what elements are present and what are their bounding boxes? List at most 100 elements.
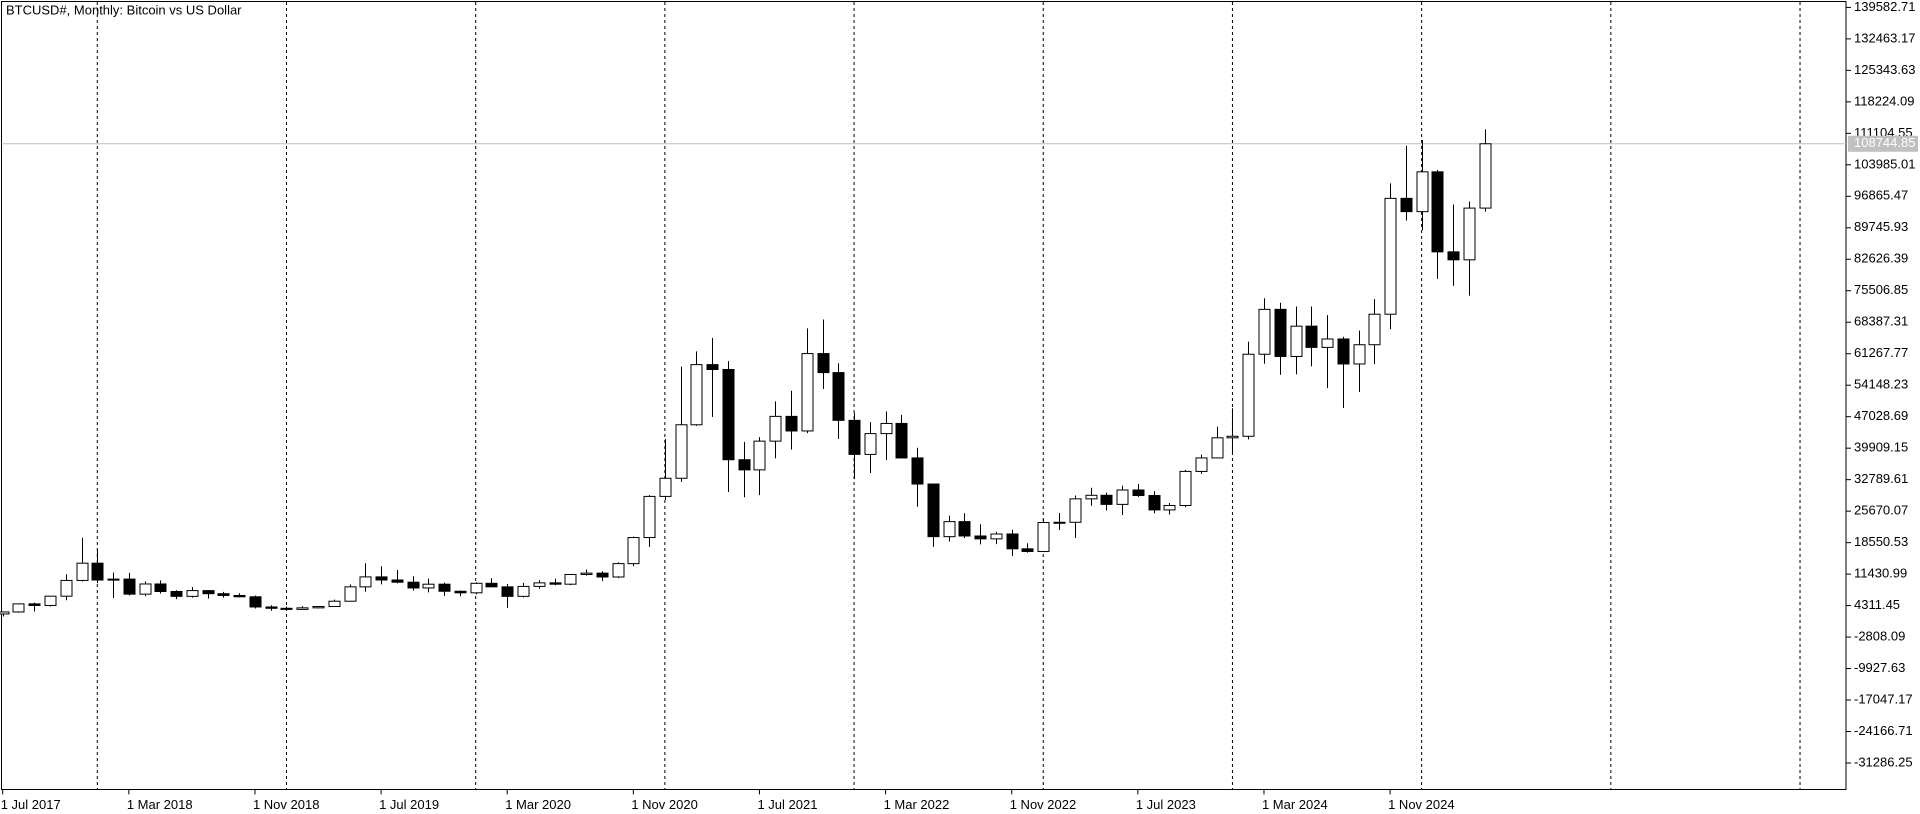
y-tick-label: 103985.01 xyxy=(1854,156,1915,171)
candle-body xyxy=(280,607,293,610)
candle-body xyxy=(564,573,577,585)
candle-body xyxy=(485,582,498,588)
candle-body xyxy=(91,562,104,581)
y-tick-label: -9927.63 xyxy=(1854,660,1905,675)
candle-body xyxy=(1431,171,1444,253)
candle-body xyxy=(927,483,940,538)
y-tick-label: 125343.63 xyxy=(1854,62,1915,77)
candle-body xyxy=(1037,522,1050,552)
candle-body xyxy=(107,578,120,581)
y-tick-label: 39909.15 xyxy=(1854,440,1908,455)
candle-body xyxy=(1006,533,1019,550)
y-tick-label: 4311.45 xyxy=(1854,597,1900,612)
candle-body xyxy=(60,579,73,597)
x-tick-label: 1 Jul 2017 xyxy=(1,797,61,812)
candle-body xyxy=(880,422,893,435)
x-tick-label: 1 Nov 2018 xyxy=(253,797,320,812)
candle-body xyxy=(1226,435,1239,439)
candle-body xyxy=(753,440,766,471)
candle-body xyxy=(233,594,246,598)
candle-body xyxy=(265,606,278,609)
candle-body xyxy=(1021,548,1034,552)
candle-body xyxy=(186,590,199,597)
plot-frame xyxy=(1,1,1847,790)
candle-body xyxy=(1290,325,1303,357)
y-tick-label: 54148.23 xyxy=(1854,377,1908,392)
candle-body xyxy=(1069,498,1082,523)
x-tick-label: 1 Nov 2024 xyxy=(1388,797,1455,812)
candle-body xyxy=(990,533,1003,540)
candle-body xyxy=(738,459,751,471)
candle-body xyxy=(580,572,593,575)
candle-body xyxy=(643,495,656,539)
x-tick-label: 1 Mar 2024 xyxy=(1262,797,1328,812)
candle-body xyxy=(1053,521,1066,524)
y-tick-label: -31286.25 xyxy=(1854,754,1913,769)
current-price-label: 108744.85 xyxy=(1854,135,1915,150)
candle-body xyxy=(1353,344,1366,365)
candle-body xyxy=(470,582,483,594)
candle-body xyxy=(44,595,57,606)
chart-title: BTCUSD#, Monthly: Bitcoin vs US Dollar xyxy=(6,2,242,17)
x-tick-label: 1 Mar 2020 xyxy=(505,797,571,812)
candle-body xyxy=(1416,171,1429,213)
candle-body xyxy=(312,606,325,609)
candle-body xyxy=(596,572,609,578)
candle-body xyxy=(1463,207,1476,261)
current-price-box xyxy=(1848,135,1918,152)
y-tick-label: 139582.71 xyxy=(1854,0,1915,14)
candle-body xyxy=(1195,457,1208,472)
candle-body xyxy=(864,433,877,455)
candle-body xyxy=(549,582,562,585)
candle-body xyxy=(249,596,262,608)
candle-body xyxy=(0,611,10,615)
candle-body xyxy=(1384,197,1397,315)
candle-body xyxy=(1447,251,1460,261)
candle-body xyxy=(344,586,357,602)
candle-body xyxy=(1479,143,1492,209)
candle-body xyxy=(1163,504,1176,511)
y-tick-label: 11430.99 xyxy=(1854,566,1907,581)
candle-body xyxy=(675,424,688,479)
candle-body xyxy=(1179,470,1192,506)
x-tick-label: 1 Jul 2023 xyxy=(1136,797,1196,812)
candle-body xyxy=(974,535,987,540)
candle-body xyxy=(1337,338,1350,365)
y-tick-label: 75506.85 xyxy=(1854,282,1908,297)
y-tick-label: -17047.17 xyxy=(1854,691,1913,706)
y-tick-label: 96865.47 xyxy=(1854,188,1908,203)
candle-body xyxy=(375,576,388,581)
candle-body xyxy=(1132,489,1145,497)
y-tick-label: 25670.07 xyxy=(1854,503,1908,518)
candle-body xyxy=(391,579,404,583)
candle-body xyxy=(943,521,956,538)
candle-body xyxy=(1400,197,1413,213)
y-tick-label: 118224.09 xyxy=(1854,93,1915,108)
y-tick-label: 32789.61 xyxy=(1854,471,1908,486)
y-tick-label: 18550.53 xyxy=(1854,534,1908,549)
candle-body xyxy=(911,457,924,485)
candle-body xyxy=(627,537,640,565)
candle-body xyxy=(170,590,183,597)
candle-body xyxy=(612,563,625,578)
candle-body xyxy=(706,364,719,370)
x-tick-label: 1 Nov 2022 xyxy=(1010,797,1077,812)
candle-body xyxy=(958,521,971,537)
candle-body xyxy=(1305,325,1318,348)
candle-body xyxy=(517,585,530,597)
candle-body xyxy=(202,590,215,595)
candle-body xyxy=(1100,494,1113,505)
candle-body xyxy=(1085,494,1098,500)
candle-body xyxy=(722,368,735,461)
candle-body xyxy=(123,578,136,595)
candle-body xyxy=(217,593,230,596)
candle-body xyxy=(1116,489,1129,505)
x-tick-label: 1 Mar 2022 xyxy=(884,797,950,812)
candle-body xyxy=(28,603,41,606)
candle-body xyxy=(296,607,309,610)
candle-body xyxy=(328,600,341,608)
y-tick-label: 47028.69 xyxy=(1854,408,1908,423)
y-tick-label: -24166.71 xyxy=(1854,723,1913,738)
candle-body xyxy=(154,583,167,592)
